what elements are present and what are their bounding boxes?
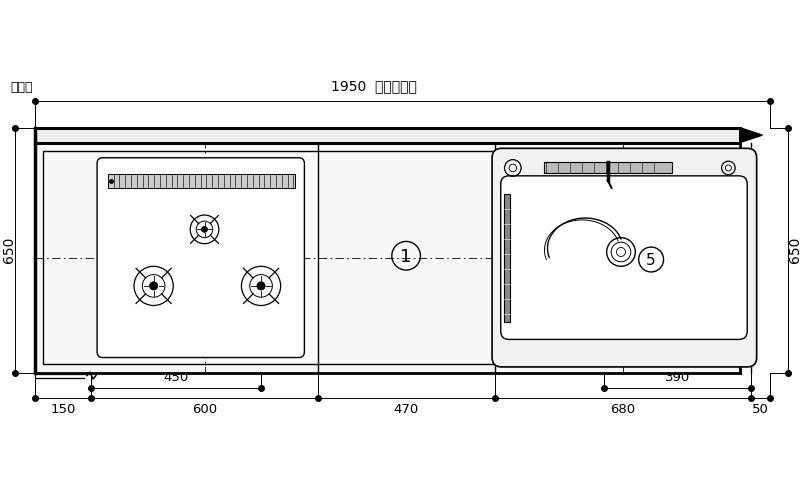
FancyBboxPatch shape [491, 149, 756, 367]
Text: 5: 5 [646, 253, 655, 268]
Circle shape [638, 247, 663, 272]
FancyBboxPatch shape [97, 158, 304, 357]
Text: 600: 600 [191, 403, 217, 416]
Text: 50: 50 [751, 403, 768, 416]
FancyBboxPatch shape [500, 176, 746, 339]
Bar [35, 128, 739, 143]
Text: 390: 390 [664, 371, 689, 384]
Bar [43, 151, 731, 364]
Bar [504, 193, 509, 322]
Text: 650: 650 [2, 237, 15, 263]
Text: 150: 150 [50, 403, 75, 416]
Circle shape [201, 226, 208, 232]
Bar [108, 173, 294, 188]
Bar [543, 162, 671, 173]
Text: 650: 650 [787, 237, 801, 263]
Polygon shape [739, 128, 762, 143]
Text: 680: 680 [610, 403, 635, 416]
Circle shape [149, 282, 157, 290]
Text: 1950  トップ寸法: 1950 トップ寸法 [331, 80, 417, 94]
Text: クリア: クリア [11, 81, 33, 94]
Text: 450: 450 [163, 371, 189, 384]
Text: 1: 1 [400, 247, 411, 265]
Circle shape [256, 282, 265, 290]
Text: 470: 470 [393, 403, 418, 416]
Bar [35, 143, 739, 373]
